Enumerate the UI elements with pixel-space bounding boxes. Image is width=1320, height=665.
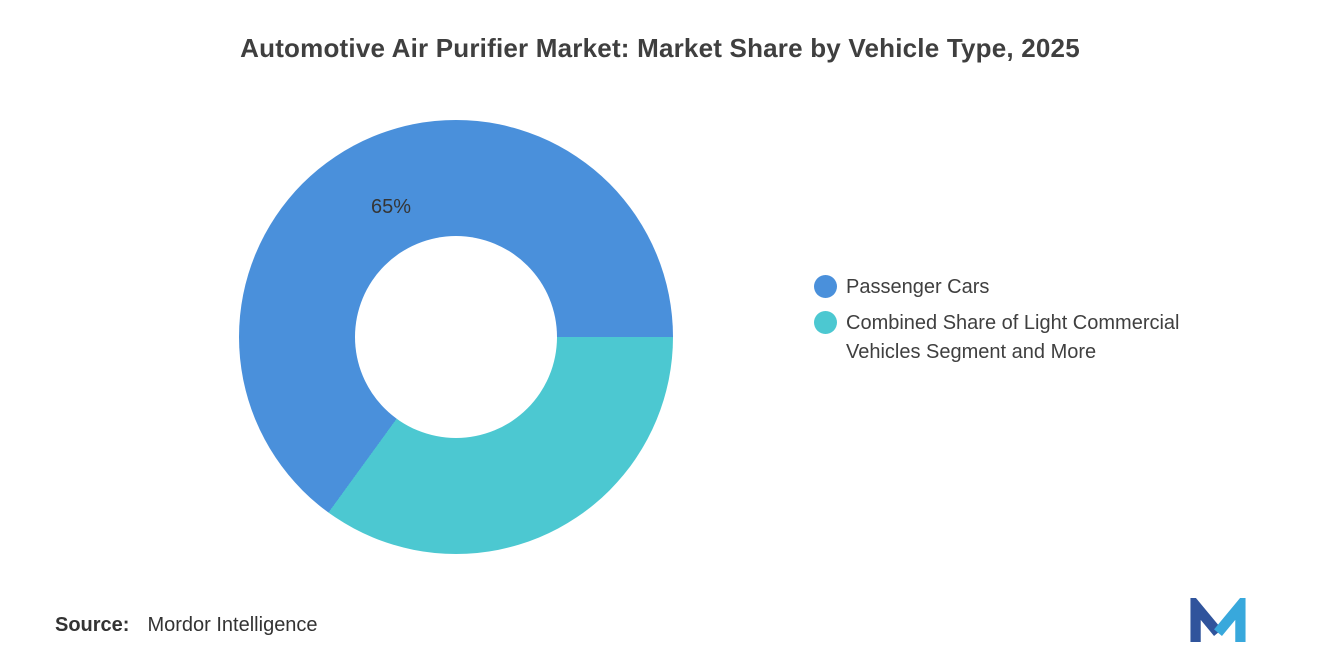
donut-chart: 65% — [239, 120, 673, 554]
source-line: Source: Mordor Intelligence — [55, 614, 318, 637]
legend-label-passenger-cars: Passenger Cars — [846, 276, 990, 298]
legend-item-passenger-cars: Passenger Cars — [814, 273, 1246, 302]
logo-left-stroke — [1190, 598, 1222, 643]
logo-right-stroke — [1214, 598, 1246, 643]
legend-dot-light-commercial — [814, 311, 837, 334]
mordor-intelligence-logo — [1190, 598, 1246, 643]
chart-title: Automotive Air Purifier Market: Market S… — [240, 33, 1080, 63]
source-value: Mordor Intelligence — [147, 614, 318, 636]
legend-item-light-commercial: Combined Share of Light Commercial Vehic… — [814, 309, 1246, 367]
legend-dot-passenger-cars — [814, 275, 837, 298]
legend-label-light-commercial: Combined Share of Light Commercial Vehic… — [846, 312, 1180, 363]
chart-legend: Passenger Cars Combined Share of Light C… — [814, 273, 1246, 367]
source-label: Source: — [55, 614, 130, 636]
slice-data-label-passenger-cars: 65% — [370, 196, 412, 218]
donut-hole — [355, 236, 557, 438]
